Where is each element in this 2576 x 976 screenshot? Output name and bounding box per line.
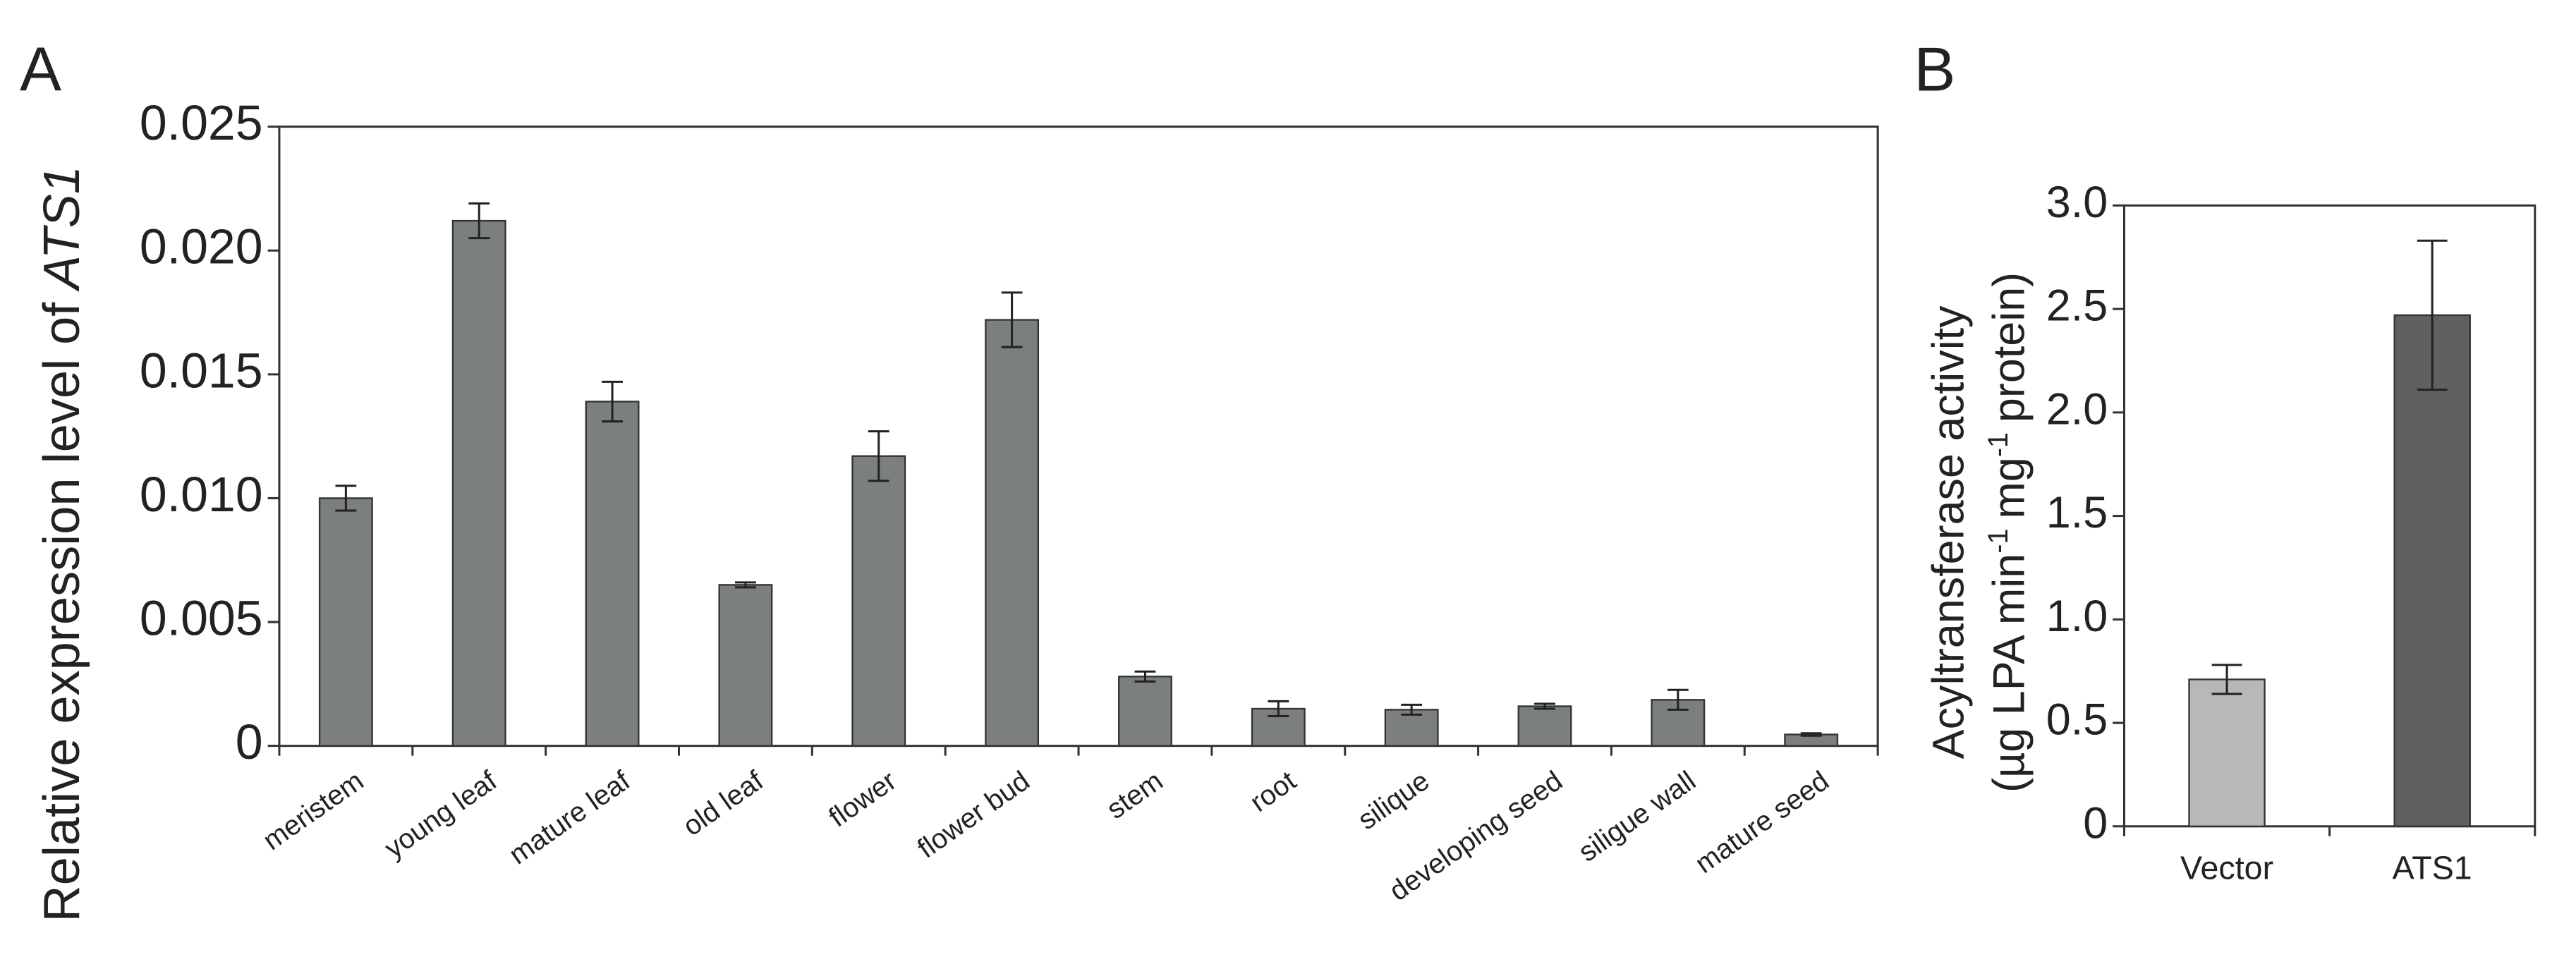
y-tick-label: 0.5 [2046, 695, 2108, 745]
bar [318, 497, 373, 747]
panel-label: B [1914, 34, 1955, 104]
bar [1384, 709, 1439, 747]
bar [1118, 676, 1172, 747]
unit-exponent: -1 [1983, 529, 2014, 554]
x-tick-label: flower bud [912, 765, 1035, 865]
bar [2188, 678, 2266, 827]
x-tick-label: young leaf [379, 764, 503, 864]
y-tick-label: 0.015 [140, 343, 263, 398]
x-tick-label: flower [823, 765, 902, 834]
x-tick-label: silique [1352, 765, 1435, 836]
y-tick-label: 0.010 [140, 467, 263, 522]
x-tick-label: siligue wall [1573, 765, 1701, 868]
bar [2393, 314, 2471, 827]
y-tick-label: 1.0 [2046, 592, 2108, 641]
plot-frame [278, 126, 1879, 748]
bar [851, 455, 906, 747]
bar [1517, 705, 1572, 747]
y-tick-label: 3.0 [2046, 178, 2108, 227]
y-axis-units: (µg LPA min-1mg-1protein) [1983, 272, 2034, 793]
y-tick-label: 1.5 [2046, 488, 2108, 537]
bar [585, 401, 640, 747]
x-tick-label: mature seed [1689, 765, 1834, 879]
bar [718, 584, 773, 747]
y-tick-label: 2.0 [2046, 384, 2108, 434]
unit-text: (µg LPA min [1984, 554, 2034, 793]
x-tick-label: ATS1 [2393, 849, 2472, 886]
y-tick-label: 0.020 [140, 219, 263, 274]
bar [451, 219, 506, 747]
y-tick-label: 0.005 [140, 591, 263, 646]
x-tick-label: Vector [2180, 849, 2273, 886]
y-tick-label: 0 [236, 714, 263, 769]
y-axis-label: Acyltransferase activity [1924, 305, 1973, 759]
y-axis-label: Relative expression level of ATS1 [34, 166, 90, 922]
y-tick-label: 0 [2083, 798, 2108, 848]
y-tick-label: 0.025 [140, 95, 263, 150]
x-tick-label: stem [1101, 765, 1168, 825]
x-tick-label: root [1244, 765, 1301, 818]
panel-label: A [20, 34, 61, 104]
bar [985, 319, 1040, 747]
x-tick-label: old leaf [677, 764, 770, 842]
unit-exponent: -1 [1983, 432, 2014, 457]
unit-text: protein) [1984, 272, 2034, 422]
unit-text: mg [1984, 457, 2034, 518]
plot-frame [2122, 204, 2536, 828]
x-tick-label: meristem [257, 765, 370, 856]
x-tick-label: mature leaf [504, 764, 636, 870]
y-axis-label-gene: ATS1 [34, 166, 90, 292]
y-axis-label-text: Relative expression level of [34, 302, 90, 922]
y-tick-label: 2.5 [2046, 281, 2108, 331]
